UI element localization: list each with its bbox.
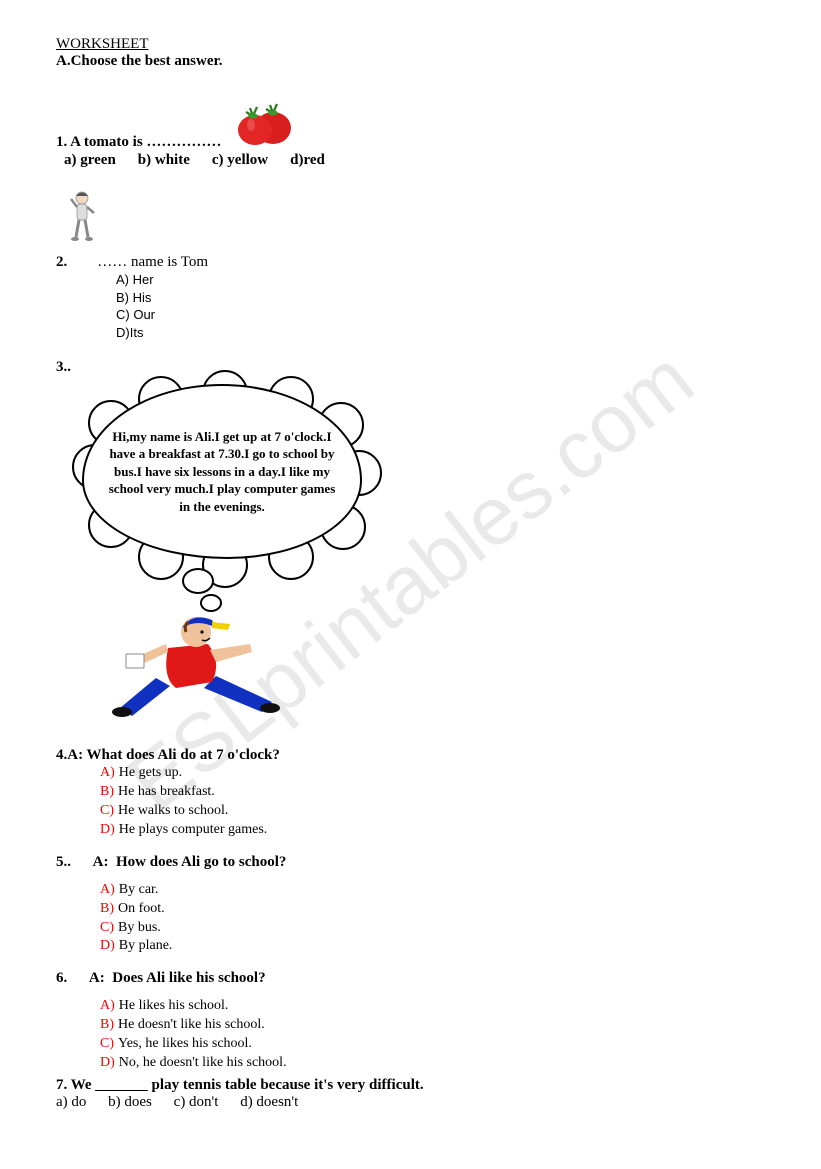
- q2-opt-b[interactable]: B) His: [116, 289, 765, 307]
- boy-image: [66, 189, 100, 250]
- q7-opt-a[interactable]: a) do: [56, 1094, 86, 1110]
- q5-prompt: 5.. A: How does Ali go to school?: [56, 854, 765, 871]
- worksheet-page: WORKSHEET A.Choose the best answer. 1. A…: [0, 0, 821, 1147]
- q4-prompt: 4.A: What does Ali do at 7 o'clock?: [56, 747, 765, 764]
- q7-opt-b[interactable]: b) does: [108, 1094, 152, 1110]
- q5-opt-a[interactable]: A)By car.: [100, 881, 765, 900]
- q6-opt-b[interactable]: B)He doesn't like his school.: [100, 1016, 765, 1035]
- q2-opt-d[interactable]: D)Its: [116, 324, 765, 342]
- q6-opt-c[interactable]: C)Yes, he likes his school.: [100, 1035, 765, 1054]
- q1-options: a) green b) white c) yellow d)red: [64, 151, 765, 169]
- question-2: 2. …… name is Tom A) Her B) His C) Our D…: [56, 189, 765, 341]
- bubble-text: Hi,my name is Ali.I get up at 7 o'clock.…: [104, 428, 340, 516]
- q1-opt-a[interactable]: a) green: [64, 152, 116, 168]
- q5-opt-b[interactable]: B)On foot.: [100, 900, 765, 919]
- q5-opt-c[interactable]: C)By bus.: [100, 919, 765, 938]
- page-title: WORKSHEET: [56, 36, 765, 53]
- q5-opt-d[interactable]: D)By plane.: [100, 937, 765, 956]
- q4-opt-b[interactable]: B)He has breakfast.: [100, 783, 765, 802]
- q2-number: 2.: [56, 254, 67, 271]
- thought-bubble: Hi,my name is Ali.I get up at 7 o'clock.…: [82, 384, 382, 614]
- q6-prompt: 6. A: Does Ali like his school?: [56, 970, 765, 987]
- q4-opt-c[interactable]: C)He walks to school.: [100, 802, 765, 821]
- q1-prompt: 1. A tomato is ……………: [56, 134, 221, 151]
- q7-opt-d[interactable]: d) doesn't: [240, 1094, 298, 1110]
- q7-opt-c[interactable]: c) don't: [174, 1094, 219, 1110]
- q7-options: a) do b) does c) don't d) doesn't: [56, 1094, 765, 1111]
- q7-prompt: 7. We _______ play tennis table because …: [56, 1077, 426, 1094]
- q1-opt-d[interactable]: d)red: [290, 152, 325, 168]
- q4-opt-d[interactable]: D)He plays computer games.: [100, 821, 765, 840]
- q2-stem: …… name is Tom: [97, 254, 208, 271]
- q6-opt-d[interactable]: D)No, he doesn't like his school.: [100, 1054, 765, 1073]
- q2-options: A) Her B) His C) Our D)Its: [116, 271, 765, 341]
- q4-opt-a[interactable]: A)He gets up.: [100, 764, 765, 783]
- q1-opt-c[interactable]: c) yellow: [212, 152, 268, 168]
- q4-options: A)He gets up. B)He has breakfast. C)He w…: [100, 764, 765, 840]
- section-instruction: A.Choose the best answer.: [56, 53, 765, 70]
- q3-number: 3..: [56, 359, 765, 376]
- q6-opt-a[interactable]: A)He likes his school.: [100, 997, 765, 1016]
- q5-options: A)By car. B)On foot. C)By bus. D)By plan…: [100, 881, 765, 957]
- tomatoes-image: [235, 98, 297, 151]
- q2-opt-c[interactable]: C) Our: [116, 306, 765, 324]
- q6-options: A)He likes his school. B)He doesn't like…: [100, 997, 765, 1073]
- question-1: 1. A tomato is …………… a) green b) white c…: [56, 98, 765, 169]
- q2-opt-a[interactable]: A) Her: [116, 271, 765, 289]
- running-boy-image: [112, 608, 765, 743]
- q1-opt-b[interactable]: b) white: [138, 152, 190, 168]
